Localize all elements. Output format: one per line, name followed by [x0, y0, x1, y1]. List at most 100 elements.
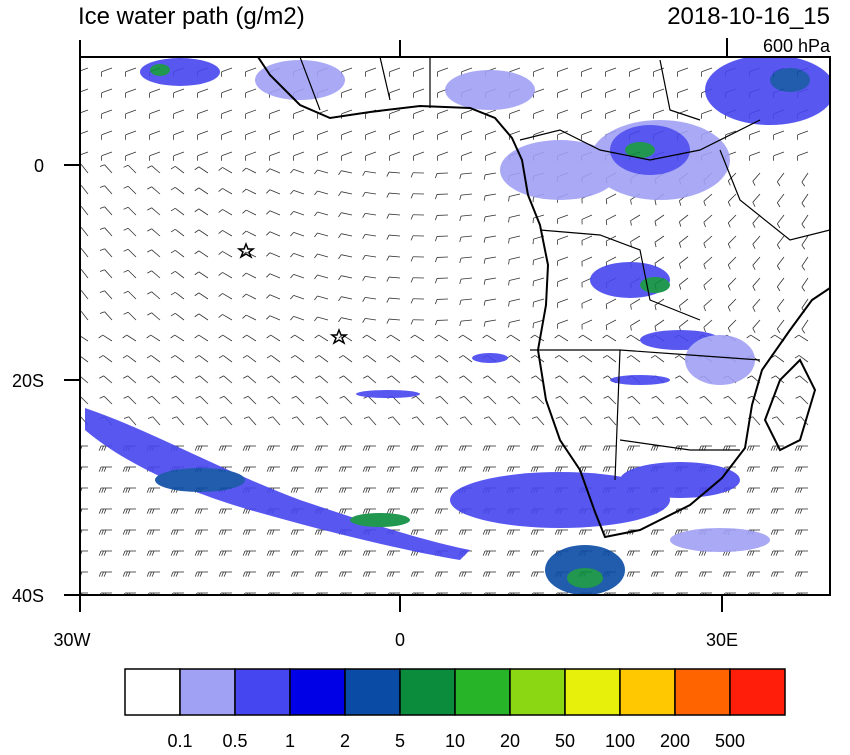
barb-shaft	[201, 417, 208, 425]
barb-shaft	[678, 89, 688, 93]
barb-flag	[267, 551, 269, 556]
barb-flag	[195, 530, 197, 535]
barb-flag	[100, 249, 105, 251]
barb-flag	[292, 396, 297, 398]
barb-flag	[438, 572, 440, 577]
barb-flag	[102, 488, 104, 493]
barb-flag	[702, 572, 704, 577]
barb-shaft	[175, 271, 184, 278]
barb-flag	[752, 551, 754, 556]
wind-barb	[318, 131, 328, 140]
barb-shaft	[389, 256, 400, 257]
wind-barb	[99, 488, 112, 493]
barb-flag	[606, 199, 607, 204]
barb-shaft	[222, 68, 232, 72]
colorbar-label: 500	[715, 731, 745, 750]
barb-shaft	[317, 212, 328, 215]
barb-shaft	[175, 187, 184, 194]
wind-barb	[795, 530, 808, 535]
barb-flag	[628, 396, 633, 398]
barb-flag	[652, 417, 657, 419]
barb-flag	[267, 446, 269, 451]
barb-flag	[580, 417, 585, 419]
barb-shaft	[704, 257, 712, 264]
barb-flag	[483, 572, 485, 577]
barb-shaft	[80, 396, 88, 404]
barb-flag	[100, 312, 105, 314]
wind-barb	[291, 467, 304, 472]
barb-flag	[414, 446, 416, 451]
wind-barb	[533, 257, 544, 265]
barb-flag	[147, 376, 151, 378]
wind-barb	[195, 572, 208, 577]
barb-flag	[296, 551, 298, 556]
wind-barb	[147, 551, 160, 556]
cloud	[150, 64, 170, 76]
wind-barb	[219, 272, 232, 278]
wind-barb	[798, 131, 808, 140]
barb-flag	[584, 446, 586, 451]
barb-flag	[174, 551, 176, 556]
barb-shaft	[317, 191, 328, 194]
wind-barb	[126, 110, 136, 119]
wind-barb	[460, 215, 472, 221]
wind-barb	[291, 530, 304, 535]
barb-flag	[777, 287, 780, 291]
barb-shaft	[128, 270, 136, 278]
wind-barb	[171, 250, 184, 257]
wind-barb	[459, 467, 472, 472]
barb-flag	[675, 376, 679, 378]
barb-flag	[774, 446, 776, 451]
barb-shaft	[655, 236, 664, 242]
barb-shaft	[489, 417, 496, 425]
barb-flag	[630, 551, 632, 556]
barb-flag	[290, 295, 293, 299]
barb-flag	[411, 257, 413, 262]
barb-shaft	[728, 194, 736, 202]
barb-flag	[316, 396, 321, 398]
barb-shaft	[294, 190, 304, 194]
barb-flag	[416, 530, 418, 535]
barb-shaft	[510, 110, 520, 114]
wind-barb	[582, 68, 592, 77]
barb-shaft	[389, 277, 400, 278]
barb-flag	[315, 530, 317, 535]
wind-barb	[631, 320, 640, 331]
barb-shaft	[414, 110, 424, 114]
barb-flag	[126, 551, 128, 556]
barb-shaft	[461, 299, 472, 300]
wind-barb	[753, 215, 760, 228]
barb-shaft	[560, 376, 568, 383]
barb-shaft	[246, 168, 256, 173]
barb-flag	[124, 417, 129, 419]
wind-barb	[246, 110, 256, 119]
wind-barb	[531, 530, 544, 535]
wind-barb	[509, 257, 520, 264]
barb-shaft	[128, 376, 136, 383]
wind-barb	[459, 355, 472, 362]
wind-barb	[150, 152, 160, 161]
wind-barb	[459, 572, 472, 577]
wind-barb	[700, 417, 712, 425]
wind-barb	[509, 320, 520, 327]
barb-shaft	[365, 255, 376, 257]
barb-flag	[222, 551, 224, 556]
barb-flag	[344, 509, 346, 514]
barb-flag	[411, 215, 413, 220]
colorbar-label: 200	[660, 731, 690, 750]
wind-barb	[123, 509, 136, 514]
wind-barb	[266, 190, 280, 194]
wind-barb	[195, 167, 208, 173]
wind-barb	[414, 89, 424, 98]
barb-flag	[752, 572, 754, 577]
barb-flag	[411, 299, 413, 304]
wind-barb	[195, 230, 208, 236]
wind-barb	[76, 396, 88, 404]
wind-barb	[363, 488, 376, 493]
wind-barb	[435, 173, 448, 178]
barb-shaft	[631, 215, 640, 221]
wind-barb	[363, 509, 376, 514]
barb-flag	[704, 222, 706, 227]
wind-barb	[338, 213, 352, 217]
